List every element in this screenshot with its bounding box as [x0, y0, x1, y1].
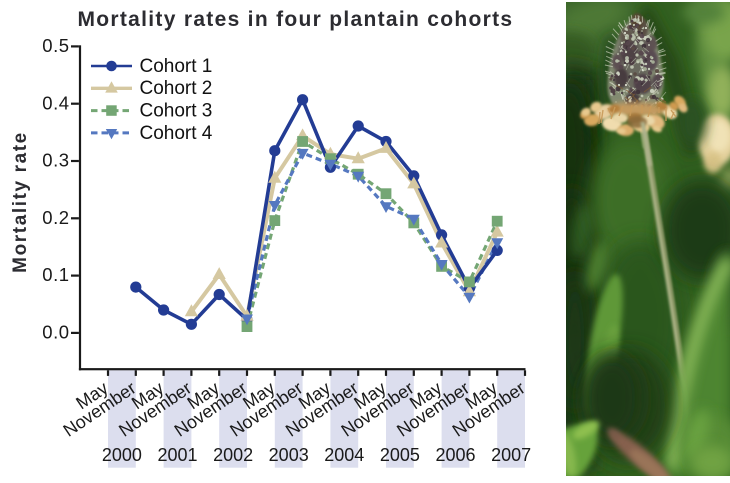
svg-text:Mortality rates in four planta: Mortality rates in four plantain cohorts [78, 8, 514, 31]
svg-text:0.0: 0.0 [42, 321, 69, 342]
svg-text:Cohort 1: Cohort 1 [140, 56, 213, 77]
svg-text:2001: 2001 [157, 445, 197, 465]
svg-text:0.5: 0.5 [42, 35, 69, 56]
svg-text:0.3: 0.3 [42, 150, 69, 171]
svg-text:2007: 2007 [491, 445, 531, 465]
svg-text:Mortality rate: Mortality rate [10, 131, 31, 273]
svg-text:0.4: 0.4 [42, 92, 69, 113]
svg-text:2002: 2002 [213, 445, 253, 465]
svg-text:0.1: 0.1 [42, 264, 69, 285]
svg-text:Cohort 4: Cohort 4 [140, 123, 213, 144]
svg-text:2005: 2005 [380, 445, 420, 465]
svg-text:Cohort 3: Cohort 3 [140, 100, 213, 121]
svg-text:2004: 2004 [324, 445, 364, 465]
svg-text:Cohort 2: Cohort 2 [140, 78, 213, 99]
svg-text:2003: 2003 [269, 445, 309, 465]
svg-text:2006: 2006 [435, 445, 475, 465]
svg-text:2000: 2000 [102, 445, 142, 465]
svg-text:0.2: 0.2 [42, 207, 69, 228]
